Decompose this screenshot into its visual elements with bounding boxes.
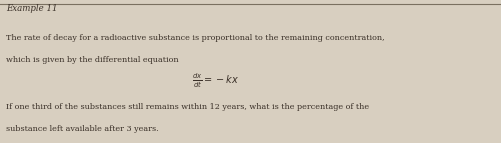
Text: If one third of the substances still remains within 12 years, what is the percen: If one third of the substances still rem… — [6, 103, 369, 111]
Text: The rate of decay for a radioactive substance is proportional to the remaining c: The rate of decay for a radioactive subs… — [6, 34, 385, 42]
Text: $\frac{dx}{dt}=-kx$: $\frac{dx}{dt}=-kx$ — [192, 72, 239, 90]
Text: which is given by the differential equation: which is given by the differential equat… — [6, 56, 179, 64]
Text: Example 11: Example 11 — [6, 4, 58, 13]
Text: substance left available after 3 years.: substance left available after 3 years. — [6, 125, 159, 133]
